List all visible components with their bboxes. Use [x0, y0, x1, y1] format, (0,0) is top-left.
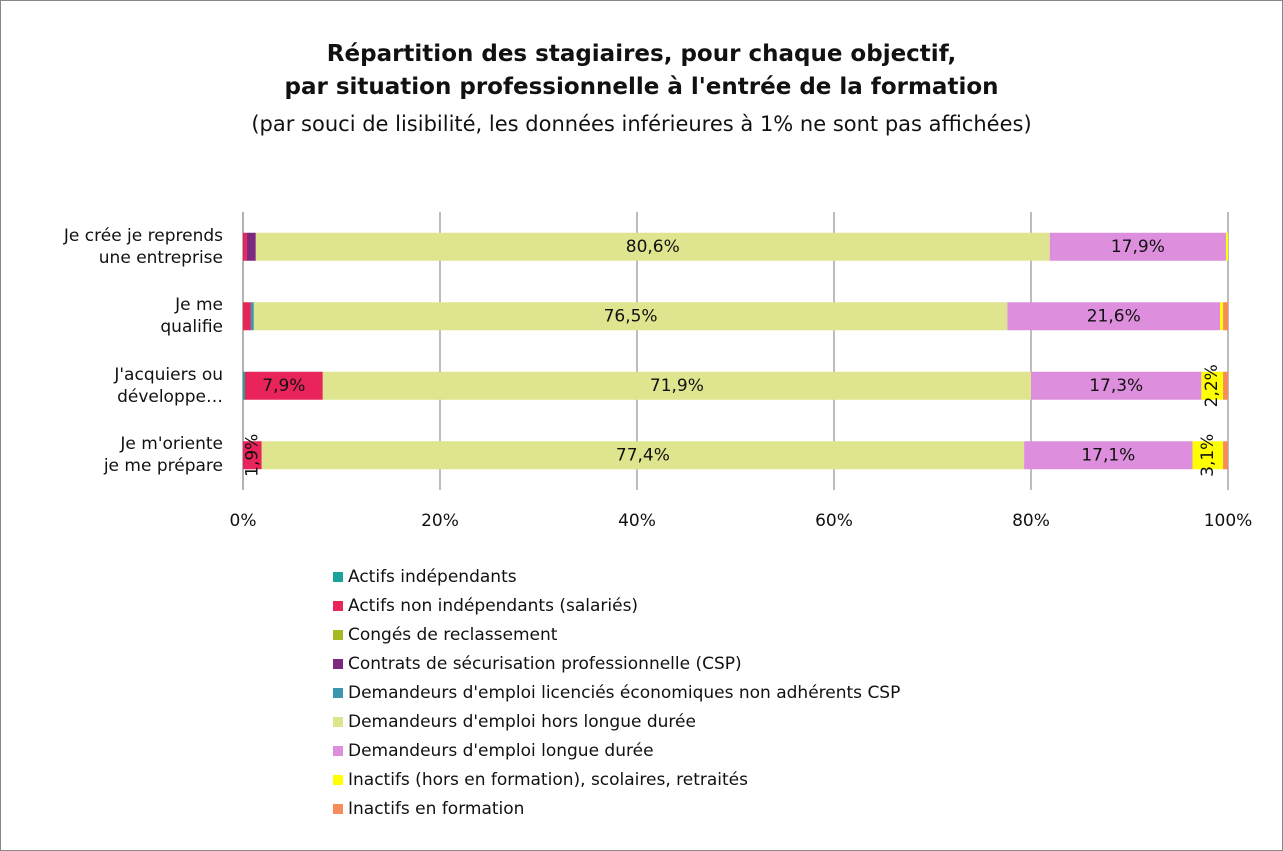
y-tick-label: Je me qualifie [160, 295, 223, 338]
legend-swatch [333, 572, 343, 582]
bar-segment [250, 302, 254, 331]
legend-label: Demandeurs d'emploi licenciés économique… [348, 683, 900, 703]
bar-segment [261, 441, 1025, 470]
y-tick-label: Je crée je reprends une entreprise [63, 225, 223, 268]
legend-swatch [333, 601, 343, 611]
legend-label: Inactifs en formation [348, 799, 524, 819]
data-label: 71,9% [650, 376, 704, 396]
data-label: 77,4% [616, 445, 670, 465]
x-tick-label: 80% [1012, 511, 1050, 531]
data-label: 21,6% [1087, 306, 1141, 326]
bar-segment [243, 232, 247, 261]
data-label: 1,9% [242, 434, 262, 477]
bar-segment [1223, 441, 1228, 470]
data-label: 76,5% [604, 306, 658, 326]
bar-segment [1049, 232, 1227, 261]
bar-segment [322, 371, 1031, 400]
y-tick-label: Je m'oriente je me prépare [103, 434, 223, 477]
bar-segment [1223, 302, 1228, 331]
legend-swatch [333, 746, 343, 756]
x-tick-label: 0% [230, 511, 257, 531]
legend-label: Demandeurs d'emploi longue durée [348, 741, 654, 761]
data-label: 7,9% [262, 376, 305, 396]
data-label: 80,6% [626, 237, 680, 257]
bar-segment [1223, 371, 1228, 400]
legend-label: Actifs indépendants [348, 567, 517, 587]
data-label: 17,3% [1089, 376, 1143, 396]
bar-segment [1024, 441, 1193, 470]
data-label: 17,1% [1081, 445, 1135, 465]
data-label: 3,1% [1198, 434, 1218, 477]
x-tick-label: 60% [815, 511, 853, 531]
bar-segment [243, 371, 245, 400]
bar-segment [1220, 302, 1224, 331]
chart-subtitle: (par souci de lisibilité, les données in… [251, 112, 1032, 136]
bar-segment [255, 232, 1050, 261]
bar-segment [1007, 302, 1221, 331]
legend-label: Demandeurs d'emploi hors longue durée [348, 712, 696, 732]
chart-title: Répartition des stagiaires, pour chaque … [284, 41, 999, 100]
bar-segment [1031, 371, 1202, 400]
legend-swatch [333, 717, 343, 727]
bar-segment [243, 302, 251, 331]
bar-segment [243, 441, 262, 470]
legend-swatch [333, 659, 343, 669]
x-tick-label: 100% [1204, 511, 1253, 531]
x-tick-label: 20% [421, 511, 459, 531]
bar-segment [1192, 441, 1224, 470]
legend-label: Inactifs (hors en formation), scolaires,… [348, 770, 748, 790]
data-label: 2,2% [1202, 364, 1222, 407]
legend-label: Contrats de sécurisation professionnelle… [348, 654, 742, 674]
legend-swatch [333, 775, 343, 785]
legend-swatch [333, 688, 343, 698]
legend-label: Actifs non indépendants (salariés) [348, 596, 638, 616]
legend-swatch [333, 804, 343, 814]
bar-segment [253, 302, 1008, 331]
legend-label: Congés de reclassement [348, 625, 558, 645]
y-tick-label: J'acquiers ou développe… [114, 364, 223, 407]
bar-segment [244, 371, 323, 400]
x-tick-label: 40% [618, 511, 656, 531]
bar-segment [246, 232, 256, 261]
bar-segment [1201, 371, 1224, 400]
data-label: 17,9% [1111, 237, 1165, 257]
legend-swatch [333, 630, 343, 640]
bar-segment [1226, 232, 1228, 261]
